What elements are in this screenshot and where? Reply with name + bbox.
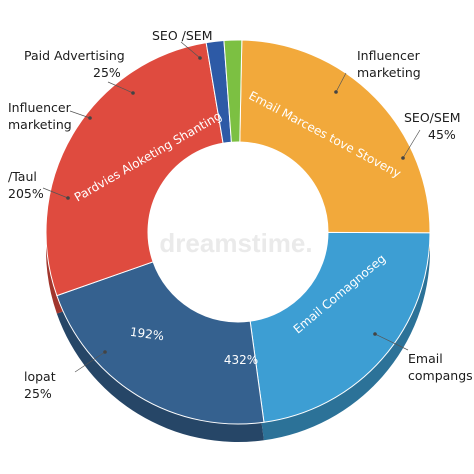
callout-seo-sem-top: SEO /SEM xyxy=(152,28,212,43)
callout-email-campaigns-sub: compangs xyxy=(408,368,473,383)
callout-influencer-right-sub: marketing xyxy=(357,65,421,80)
callout-lopat-value: 25% xyxy=(24,386,52,401)
callout-email-campaigns: Email xyxy=(408,351,443,366)
callout-seo-sem-right: SEO/SEM xyxy=(404,110,461,125)
callout-taul-value: 205% xyxy=(8,186,44,201)
callout-dots xyxy=(66,56,405,354)
callout-leaders xyxy=(42,41,421,373)
callout-influencer-right: Influencer xyxy=(357,48,421,63)
callout-taul: /Taul xyxy=(8,169,37,184)
callout-paid-advertising-value: 25% xyxy=(93,65,121,80)
callout-influencer-left: Influencer xyxy=(8,100,72,115)
slice-label-192: 192% xyxy=(129,325,165,344)
callout-paid-advertising: Paid Advertising xyxy=(24,48,125,63)
callout-influencer-left-sub: marketing xyxy=(8,117,72,132)
callout-lopat: lopat xyxy=(24,369,56,384)
callout-seo-sem-right-value: 45% xyxy=(428,127,456,142)
watermark-text: dreamstime. xyxy=(159,228,312,258)
slice-label-432: 432% xyxy=(224,353,258,367)
donut-hole xyxy=(148,142,328,322)
